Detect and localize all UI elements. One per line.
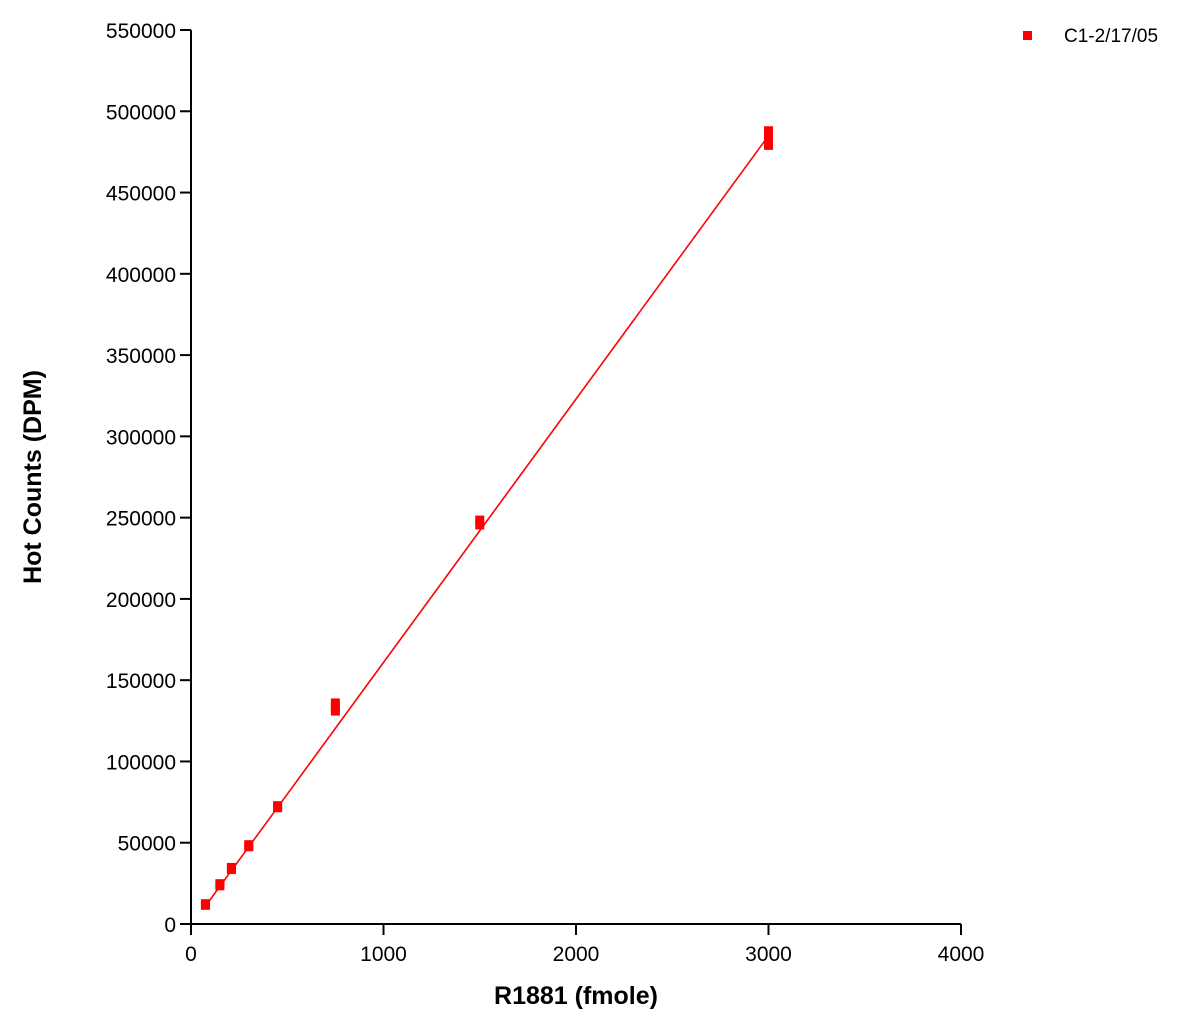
- y-tick-label: 400000: [106, 264, 176, 287]
- y-tick-label: 250000: [106, 508, 176, 531]
- y-tick-label: 500000: [106, 101, 176, 124]
- y-tick-label: 0: [164, 914, 176, 937]
- y-tick-label: 350000: [106, 345, 176, 368]
- data-point: [764, 134, 773, 144]
- y-tick-label: 450000: [106, 183, 176, 206]
- x-tick-label: 2000: [553, 943, 600, 966]
- x-tick-label: 4000: [938, 943, 985, 966]
- legend: C1-2/17/05: [1023, 26, 1158, 47]
- y-tick-label: 150000: [106, 670, 176, 693]
- data-point: [475, 515, 485, 525]
- x-tick-label: 0: [185, 943, 197, 966]
- data-point: [764, 126, 773, 136]
- y-tick-label: 50000: [118, 833, 176, 856]
- fit-line: [204, 135, 770, 907]
- y-tick-label: 550000: [106, 20, 176, 43]
- x-axis-ticks: 0 1000 2000 3000 4000: [185, 924, 984, 966]
- x-tick-label: 3000: [745, 943, 792, 966]
- data-points: [200, 126, 773, 910]
- data-point: [215, 879, 225, 889]
- data-point: [244, 840, 254, 850]
- y-tick-label: 100000: [106, 751, 176, 774]
- data-point: [273, 801, 283, 811]
- data-point: [200, 899, 210, 909]
- y-axis-title: Hot Counts (DPM): [19, 370, 47, 584]
- data-point: [226, 862, 236, 872]
- y-axis-ticks: 0 50000 100000 150000 200000 250000 300000 3500…: [106, 20, 191, 937]
- y-tick-label: 300000: [106, 426, 176, 449]
- x-tick-label: 1000: [360, 943, 407, 966]
- plot-area: 0 1000 2000 3000 4000 0 50000 100000 150000 2000…: [106, 20, 984, 966]
- x-axis-title: R1881 (fmole): [494, 982, 658, 1010]
- fit-lines: [204, 135, 770, 907]
- y-tick-label: 200000: [106, 589, 176, 612]
- data-point: [475, 520, 485, 530]
- legend-marker: [1023, 31, 1032, 40]
- data-point: [764, 140, 773, 150]
- legend-label: C1-2/17/05: [1064, 26, 1158, 47]
- data-point: [330, 698, 340, 708]
